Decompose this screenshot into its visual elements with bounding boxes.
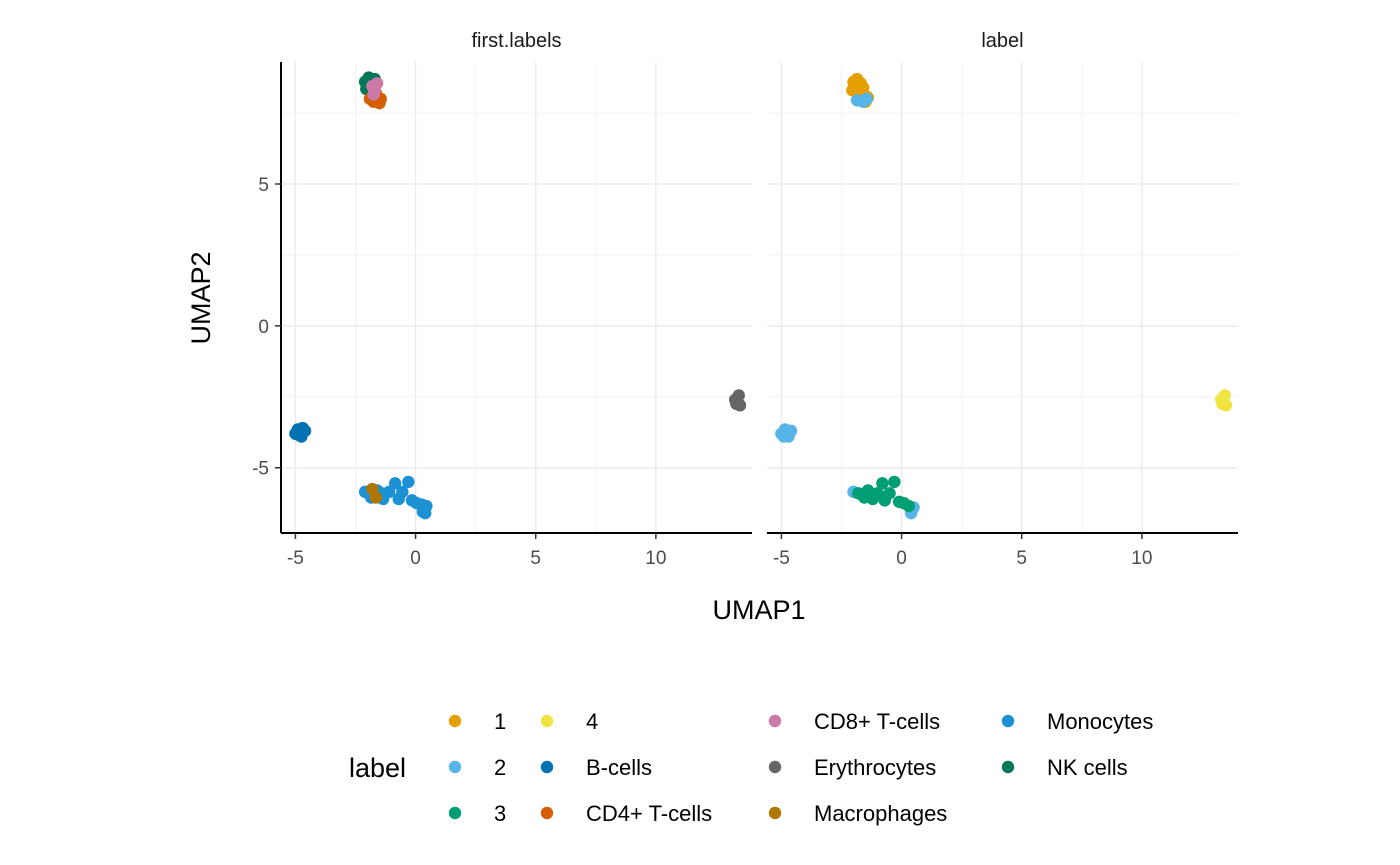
legend-label: CD8+ T-cells xyxy=(814,709,940,734)
x-tick-label: 10 xyxy=(645,548,666,569)
legend-key xyxy=(1001,714,1015,728)
legend-label: Macrophages xyxy=(814,801,947,826)
legend-item: 3 xyxy=(448,801,506,826)
data-point xyxy=(367,88,380,101)
data-point xyxy=(370,77,384,90)
x-tick-label: -5 xyxy=(287,548,304,569)
facet-panel-1: label -5 0 5 10 xyxy=(767,30,1238,569)
legend-key xyxy=(768,760,782,774)
legend-label: 2 xyxy=(494,755,506,780)
x-axis-title: UMAP1 xyxy=(712,595,805,625)
legend-item: 2 xyxy=(448,755,506,780)
legend-item: Erythrocytes xyxy=(768,755,936,780)
x-tick-label: 10 xyxy=(1131,548,1152,569)
legend-key xyxy=(1001,760,1015,774)
legend-key xyxy=(448,714,462,728)
data-point xyxy=(1216,397,1229,411)
y-tick-label: 5 xyxy=(258,175,269,196)
data-point xyxy=(777,430,791,443)
data-point xyxy=(883,487,896,500)
facet-panel-0: first.labels -5 0 5 -5 0 5 10 xyxy=(252,30,752,569)
data-point xyxy=(860,92,873,106)
facet-title: label xyxy=(981,30,1023,52)
data-point xyxy=(388,477,402,490)
x-tick-label: 0 xyxy=(896,548,907,569)
data-point xyxy=(369,491,383,504)
data-point xyxy=(402,475,415,489)
legend-key xyxy=(448,760,462,774)
data-point xyxy=(296,421,309,435)
legend: label 1 2 3 4 B-cells CD4+ T-cells CD8+ T-cell… xyxy=(349,709,1153,826)
data-point xyxy=(416,505,429,518)
legend-label: 3 xyxy=(494,801,506,826)
y-tick-label: 0 xyxy=(258,317,269,338)
x-tick-label: 0 xyxy=(410,548,421,569)
legend-label: 1 xyxy=(494,709,506,734)
legend-label: NK cells xyxy=(1047,755,1128,780)
facet-panels: first.labels -5 0 5 -5 0 5 10 label -5 0 5 10 xyxy=(252,30,1238,569)
legend-key xyxy=(768,806,782,820)
legend-label: B-cells xyxy=(586,755,652,780)
data-point xyxy=(876,477,889,490)
data-point xyxy=(396,485,409,499)
legend-items: 1 2 3 4 B-cells CD4+ T-cells CD8+ T-cells Eryth… xyxy=(448,709,1153,826)
legend-key xyxy=(540,714,554,728)
facet-title: first.labels xyxy=(471,30,561,52)
legend-title: label xyxy=(349,753,406,783)
x-tick-label: 5 xyxy=(530,548,541,569)
y-axis-title: UMAP2 xyxy=(186,251,216,344)
legend-item: CD8+ T-cells xyxy=(768,709,940,734)
legend-key xyxy=(448,806,462,820)
legend-key xyxy=(540,760,554,774)
legend-key xyxy=(540,806,554,820)
legend-item: Macrophages xyxy=(768,801,947,826)
legend-item: 1 xyxy=(448,709,506,734)
legend-key xyxy=(768,714,782,728)
y-tick-label: -5 xyxy=(252,459,269,480)
legend-item: CD4+ T-cells xyxy=(540,801,712,826)
legend-item: Monocytes xyxy=(1001,709,1153,734)
legend-label: Erythrocytes xyxy=(814,755,936,780)
legend-item: NK cells xyxy=(1001,755,1128,780)
data-point xyxy=(730,397,743,411)
legend-item: 4 xyxy=(540,709,598,734)
legend-label: 4 xyxy=(586,709,598,734)
legend-item: B-cells xyxy=(540,755,652,780)
legend-label: CD4+ T-cells xyxy=(586,801,712,826)
legend-label: Monocytes xyxy=(1047,709,1153,734)
x-tick-label: 5 xyxy=(1016,548,1027,569)
data-point xyxy=(902,499,915,513)
x-tick-label: -5 xyxy=(773,548,790,569)
data-point xyxy=(888,475,901,489)
